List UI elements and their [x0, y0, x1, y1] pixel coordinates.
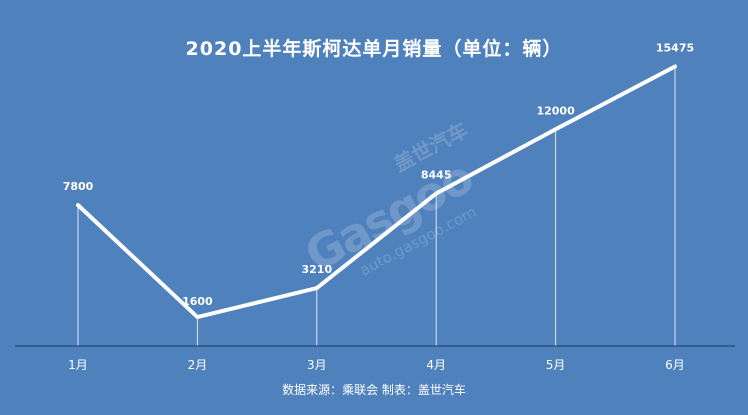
- x-tick-label: 1月: [68, 358, 88, 372]
- chart-title: 2020上半年斯柯达单月销量（单位：辆）: [185, 38, 563, 60]
- data-label: 15475: [656, 42, 694, 55]
- data-label: 8445: [421, 168, 452, 181]
- series-line: [76, 64, 677, 320]
- data-label: 12000: [536, 104, 575, 117]
- data-label: 7800: [63, 180, 94, 193]
- x-tick-label: 4月: [426, 358, 446, 372]
- x-tick-label: 5月: [546, 358, 566, 372]
- x-tick-label: 6月: [665, 358, 685, 372]
- x-tick-label: 2月: [188, 358, 208, 372]
- data-label: 3210: [301, 263, 332, 276]
- source-note: 数据来源：乘联会 制表：盖世汽车: [282, 383, 466, 397]
- x-tick-label: 3月: [307, 358, 327, 372]
- data-label: 1600: [182, 295, 213, 308]
- data-labels: 7800 1600 3210 8445 12000 15475: [63, 42, 694, 309]
- x-tick-labels: 1月 2月 3月 4月 5月 6月: [68, 358, 685, 372]
- drop-lines: [77, 66, 676, 346]
